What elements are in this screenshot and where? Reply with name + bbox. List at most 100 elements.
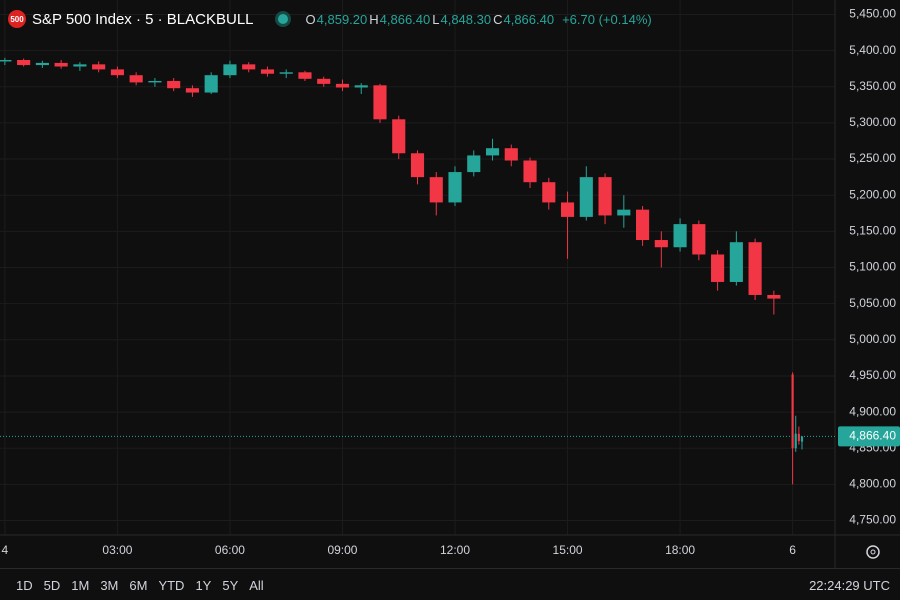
candle-body (260, 69, 275, 74)
candle-body (92, 64, 106, 70)
range-button[interactable]: 1Y (195, 577, 212, 593)
x-tick-label: 03:00 (102, 543, 132, 557)
candle-body (523, 160, 537, 183)
candle-body (317, 78, 331, 84)
candle-body (729, 242, 743, 282)
x-tick-label: 4 (2, 543, 9, 557)
candle-body (35, 62, 49, 66)
candle-body (0, 60, 12, 62)
candle-body (129, 75, 143, 83)
candle-body (654, 240, 668, 248)
range-button[interactable]: 5D (43, 577, 61, 593)
candle-body (767, 294, 781, 299)
candle-body (110, 69, 124, 76)
candle-body (560, 202, 575, 217)
range-button[interactable]: 1D (16, 577, 33, 593)
candle-body (429, 177, 443, 203)
y-tick-label: 5,300.00 (849, 115, 896, 129)
candle-body (204, 75, 218, 93)
candle-body (410, 153, 425, 178)
candle-body (542, 182, 556, 203)
range-button[interactable]: 5Y (222, 577, 239, 593)
settings-icon-center (870, 549, 876, 555)
candle-body (17, 60, 31, 66)
y-tick-label: 5,050.00 (849, 296, 896, 310)
y-tick-label: 5,100.00 (849, 260, 896, 274)
status-dot (277, 14, 288, 24)
change: +6.70 (+0.14%) (562, 11, 652, 27)
ohlc: O4,859.20 H4,866.40 L4,848.30 C4,866.40 (306, 11, 557, 28)
y-tick-label: 4,900.00 (849, 404, 896, 418)
candle-body (504, 148, 518, 161)
last-price-box (838, 426, 900, 447)
candle-body (636, 209, 650, 241)
candle-body (148, 80, 162, 83)
ohlc-label: O (305, 11, 316, 27)
candle-body (354, 85, 368, 88)
ohlc-label: L (432, 11, 440, 27)
candle-body (223, 64, 237, 76)
range-button[interactable]: 3M (100, 577, 119, 593)
y-tick-label: 4,950.00 (849, 368, 896, 382)
candle-body (279, 72, 293, 74)
y-tick-label: 5,400.00 (849, 43, 896, 57)
candle-body (373, 85, 387, 120)
ohlc-value: 4,866.40 (503, 11, 555, 27)
ohlc-label: C (493, 11, 503, 27)
header: 500 S&P 500 Index · 5 · BLACKBULL O4,859… (8, 10, 654, 28)
ohlc-value: 4,848.30 (440, 11, 492, 27)
range-button[interactable]: YTD (158, 577, 185, 593)
candle-body (485, 148, 500, 156)
candle-body (54, 62, 68, 67)
candle-body (185, 88, 199, 93)
chart: 4,750.004,800.004,850.004,900.004,950.00… (0, 0, 900, 568)
range-button[interactable]: 1M (71, 577, 90, 593)
settings-icon[interactable] (866, 545, 880, 559)
x-tick-label: 06:00 (215, 543, 245, 557)
candle-body (167, 80, 181, 89)
last-price-label: 4,866.40 (849, 429, 896, 443)
y-tick-label: 5,450.00 (849, 7, 896, 21)
grid (0, 0, 835, 535)
x-tick-label: 12:00 (440, 543, 470, 557)
candle-body (73, 64, 87, 67)
candle-body (392, 119, 406, 154)
candle-body (797, 433, 800, 442)
candle-body (692, 224, 706, 255)
y-tick-label: 5,250.00 (849, 151, 896, 165)
range-button[interactable]: All (249, 577, 264, 593)
range-buttons: 1D 5D 1M 3M 6M YTD 1Y 5Y All (16, 578, 264, 593)
candle-body (748, 242, 762, 295)
y-tick-label: 5,350.00 (849, 79, 896, 93)
y-tick-label: 4,750.00 (849, 513, 896, 527)
candle-body (242, 64, 256, 70)
candle-body (711, 254, 725, 282)
candle-body (673, 224, 687, 248)
ohlc-value: 4,866.40 (379, 11, 431, 27)
candle-body (448, 172, 462, 203)
clock: 22:24:29 UTC (809, 577, 890, 593)
y-tick-label: 5,200.00 (849, 187, 896, 201)
candle-body (617, 209, 631, 216)
candle-body (800, 436, 804, 442)
x-tick-label: 18:00 (665, 543, 695, 557)
candle-body (598, 177, 612, 216)
candle-body (298, 72, 312, 79)
symbol-title[interactable]: S&P 500 Index · 5 · BLACKBULL (32, 10, 254, 28)
range-button[interactable]: 6M (129, 577, 148, 593)
candle-body (579, 177, 593, 217)
y-tick-label: 4,800.00 (849, 477, 896, 491)
ohlc-value: 4,859.20 (316, 11, 368, 27)
x-tick-label: 6 (789, 543, 796, 557)
candle-body (467, 155, 481, 173)
ohlc-label: H (369, 11, 379, 27)
candle-body (335, 83, 350, 88)
y-tick-label: 5,000.00 (849, 332, 896, 346)
symbol-icon: 500 (8, 10, 26, 28)
candle-body (794, 433, 797, 449)
x-tick-label: 09:00 (327, 543, 357, 557)
toolbar: 1D 5D 1M 3M 6M YTD 1Y 5Y All 22:24:29 UTC (0, 568, 900, 600)
y-tick-label: 5,150.00 (849, 224, 896, 238)
x-tick-label: 15:00 (553, 543, 583, 557)
